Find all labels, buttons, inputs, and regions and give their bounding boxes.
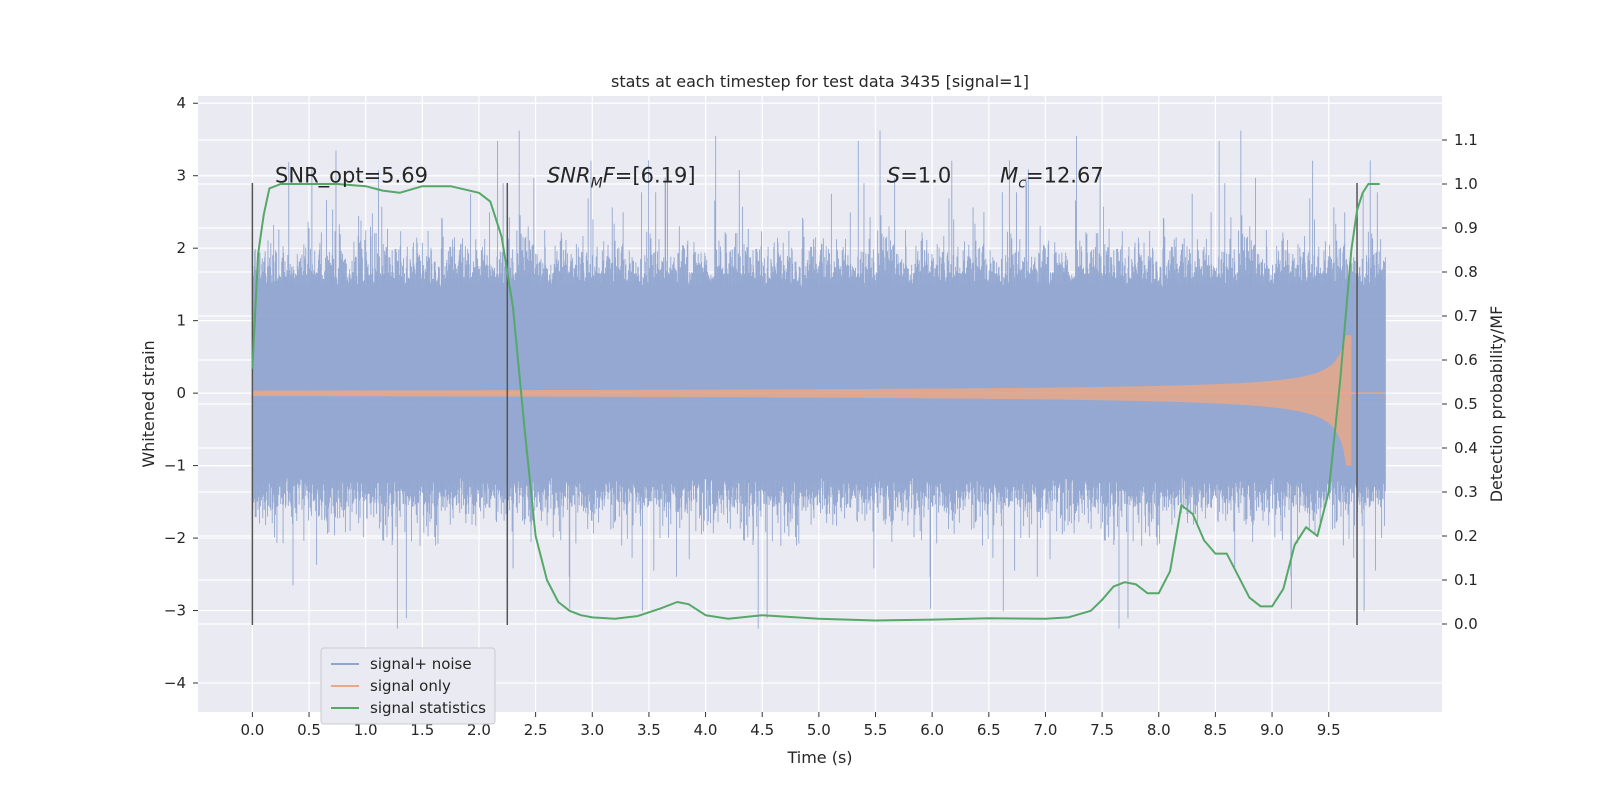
y-axis-label: Whitened strain (139, 340, 158, 467)
x-axis-label: Time (s) (786, 748, 852, 767)
x-tick-label: 0.0 (240, 721, 264, 739)
x-tick-label: 6.0 (920, 721, 944, 739)
y-tick-label: −4 (164, 674, 186, 692)
y2-tick-label: 0.5 (1454, 395, 1478, 413)
x-tick-label: 7.0 (1034, 721, 1058, 739)
y-tick-label: 3 (176, 167, 186, 185)
y-tick-label: −2 (164, 529, 186, 547)
x-tick-label: 9.0 (1260, 721, 1284, 739)
y2-tick-label: 0.3 (1454, 483, 1478, 501)
y2-tick-label: 0.9 (1454, 219, 1478, 237)
y2-tick-label: 0.1 (1454, 571, 1478, 589)
legend: signal+ noise signal only signal statist… (320, 647, 496, 725)
y2-axis-label: Detection probability/MF (1487, 306, 1506, 503)
annotation-mc: Mc=12.67 (1000, 164, 1104, 192)
series-signal-only (252, 335, 1386, 466)
x-tick-label: 2.0 (467, 721, 491, 739)
annotation-s: S=1.0 (887, 164, 951, 188)
y2-tick-label: 0.2 (1454, 527, 1478, 545)
annotation-snr-opt: SNR_opt=5.69 (275, 164, 428, 189)
y-tick-label: 2 (176, 239, 186, 257)
y2-tick-label: 0.6 (1454, 351, 1478, 369)
vertical-markers (251, 182, 1358, 626)
legend-box (320, 647, 496, 725)
y2-tick-label: 0.4 (1454, 439, 1478, 457)
legend-label-statistics: signal statistics (370, 699, 486, 717)
y2-tick-label: 0.7 (1454, 307, 1478, 325)
y-tick-label: −1 (164, 457, 186, 475)
x-tick-label: 5.5 (864, 721, 888, 739)
x-tick-label: 4.5 (750, 721, 774, 739)
x-tick-label: 2.5 (524, 721, 548, 739)
y2-tick-labels: 1.1 1.0 0.9 0.8 0.7 0.6 0.5 0.4 0.3 0.2 0.1 0.0 (1442, 131, 1478, 633)
x-tick-label: 1.0 (354, 721, 378, 739)
x-tick-label: 9.5 (1317, 721, 1341, 739)
x-tick-label: 0.5 (297, 721, 321, 739)
y-tick-label: 1 (176, 312, 186, 330)
y2-tick-label: 0.0 (1454, 615, 1478, 633)
x-tick-label: 1.5 (410, 721, 434, 739)
x-tick-label: 5.0 (807, 721, 831, 739)
legend-label-signal: signal only (370, 677, 451, 695)
x-tick-label: 6.5 (977, 721, 1001, 739)
series-signal-statistics (251, 183, 1380, 622)
y-tick-label: 4 (176, 94, 186, 112)
y2-tick-label: 1.0 (1454, 175, 1478, 193)
y2-tick-label: 1.1 (1454, 131, 1478, 149)
signal-envelope (252, 335, 1352, 466)
x-tick-label: 3.0 (580, 721, 604, 739)
x-tick-labels: 0.0 0.5 1.0 1.5 2.0 2.5 3.0 3.5 4.0 4.5 5.0 5.5 6.0 6… (240, 712, 1341, 739)
chart-title: stats at each timestep for test data 343… (611, 72, 1029, 91)
x-tick-label: 8.5 (1203, 721, 1227, 739)
x-tick-label: 4.0 (694, 721, 718, 739)
y2-tick-label: 0.8 (1454, 263, 1478, 281)
x-tick-label: 8.0 (1147, 721, 1171, 739)
legend-label-noise: signal+ noise (370, 655, 472, 673)
y-tick-label: −3 (164, 602, 186, 620)
x-tick-label: 3.5 (637, 721, 661, 739)
y-tick-labels: 4 3 2 1 0 −1 −2 −3 −4 (164, 94, 198, 692)
y-tick-label: 0 (176, 384, 186, 402)
x-tick-label: 7.5 (1090, 721, 1114, 739)
annotations: SNR_opt=5.69 SNRMF=[6.19] S=1.0 Mc=12.67 (275, 164, 1104, 192)
statistics-line (251, 183, 1380, 622)
annotation-snr-mf: SNRMF=[6.19] (547, 164, 696, 192)
